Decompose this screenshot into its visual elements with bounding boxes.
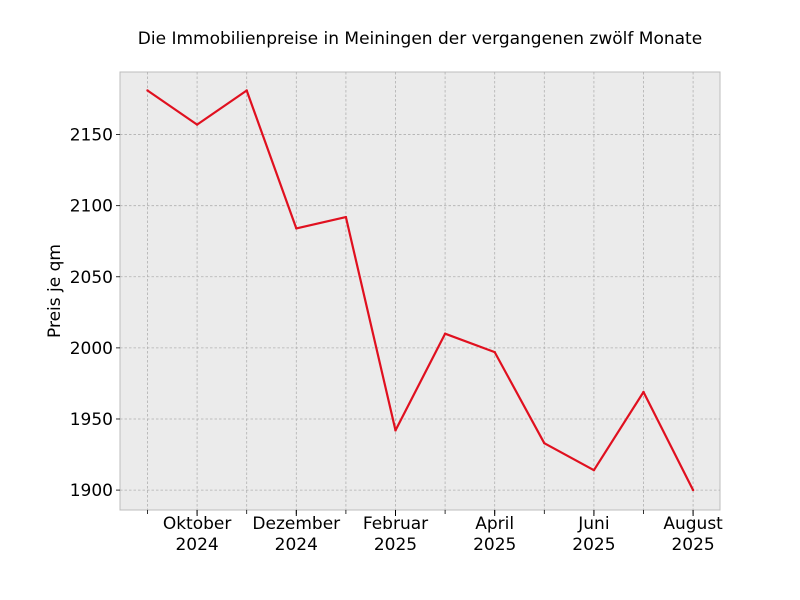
data-point [344,215,348,219]
x-tick-label-month: Juni [577,514,609,534]
data-point [493,350,496,354]
data-point [592,468,596,472]
y-tick-label: 2050 [70,268,113,288]
x-tick-label-year: 2024 [275,535,318,555]
series-line [146,89,695,491]
data-point [543,441,546,445]
x-tick-label-month: Februar [363,514,428,534]
x-tick-label-month: August [663,514,723,534]
x-tick-label-year: 2025 [374,535,417,555]
y-axis-label: Preis je qm [45,244,65,338]
y-tick-label: 1950 [70,410,113,430]
data-point [195,123,199,126]
chart-title: Die Immobilienpreise in Meiningen der ve… [138,29,702,49]
x-tick-label-month: Oktober [163,514,232,534]
data-point [245,89,248,92]
plot-area [119,71,721,511]
x-tick-label-year: 2025 [671,535,714,555]
y-tick-label: 2000 [70,339,113,359]
grid-lines [120,72,720,510]
x-tick-label-month: Dezember [252,514,340,534]
x-tick-label-year: 2025 [473,535,516,555]
series-layer [146,89,695,492]
x-tick-label-year: 2025 [572,535,615,555]
x-tick-label-month: April [475,514,514,534]
x-tick-label-year: 2024 [175,535,218,555]
data-point [394,429,397,432]
y-axis-ticks: 1900 1950 2000 2050 2100 2150 [70,126,120,501]
y-tick-label: 2150 [70,126,113,146]
data-point [443,332,447,335]
y-tick-label: 1900 [70,481,113,501]
data-point [146,89,149,92]
data-point [295,227,298,230]
y-tick-label: 2100 [70,197,113,217]
data-point [691,488,695,492]
x-axis-ticks: Oktober2024Dezember2024Februar2025April2… [147,510,723,555]
data-point [642,390,645,394]
